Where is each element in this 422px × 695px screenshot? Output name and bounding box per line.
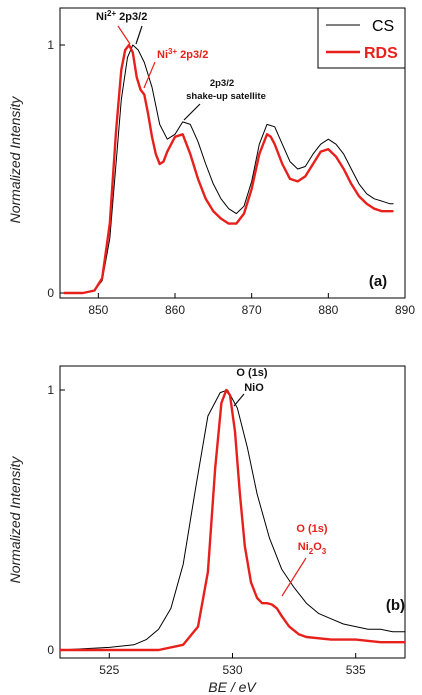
annotation-ni3-text: Ni3+ 2p3/2	[157, 47, 208, 61]
panel-a-xtick-label-880: 880	[318, 303, 338, 317]
annotation-ni3-arrow	[143, 61, 156, 89]
legend-rds-label: RDS	[364, 45, 398, 62]
annotation-o-ni2o3: O (1s) Ni2O3	[281, 523, 328, 597]
annotation-ni3: Ni3+ 2p3/2	[143, 47, 208, 89]
annotation-ni2: Ni2+ 2p3/2	[96, 9, 147, 45]
annotation-ni2-arrow-black	[135, 25, 143, 45]
panel-b-ytick-label-1: 1	[47, 383, 54, 397]
panel-a-frame	[59, 7, 406, 299]
panel-a-series-cs	[63, 44, 394, 294]
annotation-satellite: 2p3/2 shake-up satellite	[183, 78, 266, 121]
panel-a-ni2p: 850 860 870 880 890 0 1 Normalized Intensity (…	[7, 7, 415, 317]
annotation-o-ni2o3-line1: O (1s)	[296, 523, 328, 535]
annotation-ni2-arrow-red	[117, 25, 131, 45]
panel-a-series-rds	[63, 43, 394, 295]
annotation-o-nio-arrow	[233, 393, 245, 407]
panel-a-ylabel: Normalized Intensity	[7, 96, 23, 224]
panel-b-ylabel: Normalized Intensity	[7, 456, 23, 584]
annotation-o-ni2o3-arrow	[281, 557, 307, 597]
panel-a-label: (a)	[369, 273, 387, 290]
annotation-o-ni2o3-line2: Ni2O3	[298, 541, 327, 556]
annotation-ni2-text: Ni2+ 2p3/2	[96, 9, 147, 23]
panel-b-series-rds	[60, 388, 405, 652]
panel-b-xtick-label-525: 525	[99, 663, 119, 677]
panel-b-series-cs	[59, 389, 405, 651]
legend: CS RDS	[317, 7, 406, 69]
panel-a-ytick-label-0: 0	[47, 286, 54, 300]
legend-box	[317, 7, 406, 69]
panel-a-xtick-label-850: 850	[88, 303, 108, 317]
legend-cs-label: CS	[372, 18, 394, 35]
annotation-satellite-line2: shake-up satellite	[186, 91, 266, 102]
annotation-satellite-line1: 2p3/2	[210, 78, 234, 89]
annotation-satellite-arrow	[183, 103, 201, 121]
panel-b-label: (b)	[386, 597, 405, 614]
panel-a-xtick-label-870: 870	[242, 303, 262, 317]
annotation-o-nio-line1: O (1s)	[236, 367, 268, 379]
panel-b-xtick-label-530: 530	[222, 663, 242, 677]
panel-a-ytick-label-1: 1	[47, 38, 54, 52]
annotation-o-nio: O (1s) NiO	[233, 367, 268, 407]
panel-a-xtick-label-890: 890	[395, 303, 415, 317]
panel-b-o1s: 525 530 535 0 1 Normalized Intensity BE / eV…	[7, 365, 406, 695]
panel-a-xtick-label-860: 860	[165, 303, 185, 317]
panel-b-ytick-label-0: 0	[47, 643, 54, 657]
panel-b-xlabel: BE / eV	[208, 679, 257, 695]
panel-b-xtick-label-535: 535	[346, 663, 366, 677]
annotation-o-nio-line2: NiO	[244, 382, 264, 394]
